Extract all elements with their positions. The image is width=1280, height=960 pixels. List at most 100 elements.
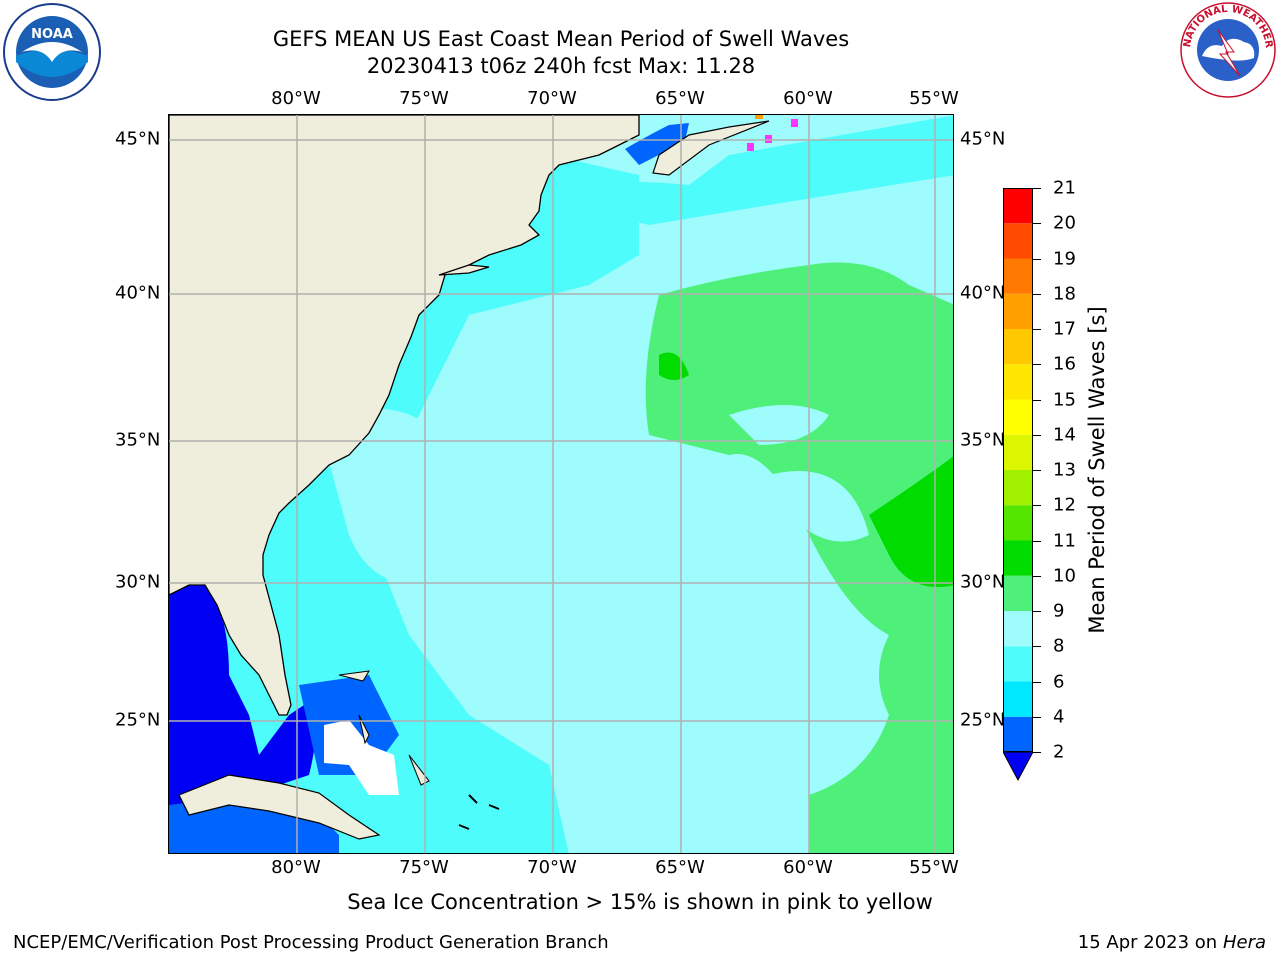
swell-10-11-region	[889, 515, 953, 560]
colorbar-tick-label: 9	[1053, 600, 1065, 622]
ocean-patch	[319, 409, 455, 585]
graticule	[169, 115, 953, 853]
colorbar-tick-label: 14	[1053, 424, 1076, 446]
colorbar-tick-mark	[1033, 716, 1041, 718]
chart-title: GEFS MEAN US East Coast Mean Period of S…	[272, 27, 850, 51]
bottom-lon-label: 70°W	[527, 857, 577, 878]
colorbar-bin	[1003, 364, 1033, 400]
colorbar-bin	[1003, 223, 1033, 259]
colorbar-bin	[1003, 681, 1033, 717]
bottom-lon-label: 80°W	[271, 857, 321, 878]
colorbar-tick-mark	[1033, 293, 1041, 295]
left-lat-label: 40°N	[115, 282, 161, 304]
ocean-patch	[499, 483, 599, 567]
left-lat-label: 45°N	[115, 128, 161, 150]
colorbar-outline	[1003, 188, 1033, 752]
left-lat-label: 25°N	[115, 709, 161, 731]
colorbar-tick-mark	[1033, 540, 1041, 542]
bottom-lon-label: 55°W	[909, 857, 959, 878]
swell-9-10-region	[645, 262, 953, 853]
colorbar-bin	[1003, 293, 1033, 329]
no-data-region	[324, 720, 399, 795]
nws-logo: NATIONAL WEATHER SERVICE	[1174, 0, 1278, 100]
ocean-6-8-north-region	[529, 115, 953, 225]
colorbar-bin	[1003, 329, 1033, 365]
bahamas-island	[338, 670, 370, 682]
bottom-lon-label: 60°W	[783, 857, 833, 878]
gulf-low-swell-region	[169, 575, 259, 795]
top-lon-label: 80°W	[271, 88, 321, 109]
colorbar-tick-mark	[1033, 681, 1041, 683]
colorbar-bin	[1003, 716, 1033, 752]
colorbar-tick-label: 11	[1053, 530, 1076, 551]
colorbar-tick-mark	[1033, 258, 1041, 260]
colorbar-bin	[1003, 399, 1033, 435]
swell-2-4-region	[625, 123, 689, 165]
top-lon-label: 55°W	[909, 88, 959, 109]
colorbar-tick-label: 15	[1053, 389, 1076, 410]
right-lat-label: 40°N	[960, 282, 1006, 304]
colorbar-bin	[1003, 470, 1033, 506]
map-canvas	[169, 115, 953, 853]
colorbar-tick-label: 8	[1053, 635, 1065, 657]
map-panel	[168, 114, 954, 854]
colorbar-tick-label: 13	[1053, 459, 1076, 481]
colorbar-tick-label: 21	[1053, 177, 1076, 199]
colorbar-tick-label: 19	[1053, 248, 1076, 269]
colorbar-tick-mark	[1033, 329, 1041, 330]
colorbar	[1003, 188, 1033, 782]
colorbar-tick-mark	[1033, 364, 1041, 366]
right-lat-label: 30°N	[960, 571, 1006, 593]
colorbar-tick-label: 10	[1053, 565, 1076, 587]
colorbar-tick-mark	[1033, 505, 1041, 507]
colorbar-tick-mark	[1033, 611, 1041, 612]
colorbar-bin	[1003, 258, 1033, 294]
ocean-patch	[729, 405, 829, 445]
left-lat-label: 35°N	[115, 429, 161, 451]
sea-ice-pixel	[747, 143, 754, 151]
noaa-logo-text: NOAA	[31, 27, 73, 42]
colorbar-tick-mark	[1033, 752, 1041, 753]
north-america-land	[169, 115, 640, 716]
colorbar-tick-label: 17	[1053, 318, 1076, 340]
right-lat-label: 35°N	[960, 429, 1006, 451]
cuba	[178, 774, 381, 840]
top-lon-label: 75°W	[399, 88, 449, 109]
long-island	[438, 264, 490, 276]
colorbar-tick-label: 6	[1053, 671, 1065, 692]
colorbar-tick-label: 4	[1053, 706, 1065, 728]
colorbar-bin	[1003, 540, 1033, 576]
ocean-patch	[769, 471, 869, 542]
nova-scotia	[652, 120, 770, 176]
colorbar-tick-mark	[1033, 188, 1041, 189]
host-name: Hera	[1222, 932, 1266, 953]
colorbar-tick-label: 2	[1053, 741, 1065, 763]
bottom-lon-label: 75°W	[399, 857, 449, 878]
colorbar-tick-mark	[1033, 575, 1041, 577]
colorbar-bin	[1003, 188, 1033, 224]
sea-ice-pixel	[755, 115, 763, 119]
sea-ice-pixel	[765, 135, 772, 143]
right-lat-label: 25°N	[960, 709, 1006, 731]
right-lat-label: 45°N	[960, 128, 1006, 150]
colorbar-tick-mark	[1033, 434, 1041, 436]
top-lon-label: 60°W	[783, 88, 833, 109]
date-stamp: 15 Apr 2023 on Hera	[1078, 932, 1266, 953]
colorbar-title: Mean Period of Swell Waves [s]	[1085, 306, 1109, 634]
colorbar-tick-mark	[1033, 399, 1041, 401]
ocean-6-8-region	[209, 155, 639, 853]
date-text: 15 Apr 2023 on	[1077, 932, 1218, 953]
bahamas-island	[358, 714, 370, 745]
colorbar-tick-label: 20	[1053, 212, 1076, 234]
colorbar-bin	[1003, 646, 1033, 682]
top-lon-label: 65°W	[655, 88, 705, 109]
colorbar-under-arrow	[1003, 751, 1033, 782]
colorbar-bin	[1003, 505, 1033, 541]
colorbar-bin	[1003, 575, 1033, 611]
sea-ice-pixel	[791, 119, 798, 127]
colorbar-bin	[1003, 611, 1033, 647]
noaa-logo: NOAA	[2, 2, 102, 102]
colorbar-tick-mark	[1033, 223, 1041, 225]
top-lon-label: 70°W	[527, 88, 577, 109]
colorbar-tick-label: 16	[1053, 353, 1076, 375]
